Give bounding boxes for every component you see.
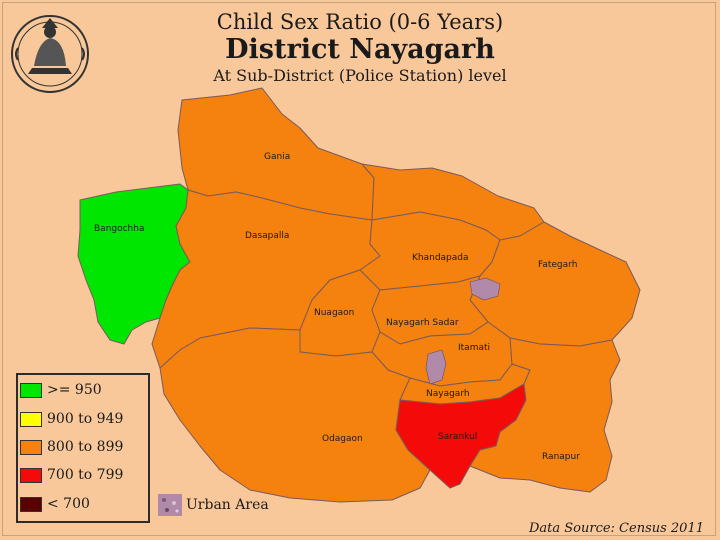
label-itamati: Itamati	[458, 343, 491, 353]
urban-area-swatch	[158, 494, 182, 516]
legend-item: 800 to 899	[20, 438, 123, 456]
map-subtitle: At Sub-District (Police Station) level	[213, 66, 507, 85]
label-ranapur: Ranapur	[542, 452, 580, 462]
legend-label: 900 to 949	[47, 411, 124, 427]
label-bangochha: Bangochha	[94, 224, 145, 234]
legend-item: < 700	[20, 495, 90, 513]
legend-item: >= 950	[20, 381, 102, 399]
legend-swatch-lt-700	[20, 496, 42, 512]
urban-area-nayagarh	[425, 349, 447, 385]
legend	[16, 373, 150, 523]
data-source: Data Source: Census 2011	[528, 521, 704, 536]
map-title: Child Sex Ratio (0-6 Years)	[216, 10, 504, 34]
label-nuagaon: Nuagaon	[314, 308, 355, 318]
legend-label: >= 950	[47, 382, 102, 398]
legend-label: 800 to 899	[47, 439, 124, 455]
title-block: Child Sex Ratio (0-6 Years) District Nay…	[0, 10, 720, 86]
label-nayagarh-sadar: Nayagarh Sadar	[386, 318, 459, 328]
state-emblem-icon	[11, 15, 89, 93]
legend-label: 700 to 799	[47, 467, 124, 483]
district-title: District Nayagarh	[225, 34, 495, 65]
label-fategarh: Fategarh	[538, 260, 578, 270]
urban-area-khandapada	[469, 277, 501, 301]
legend-swatch-ge-950	[20, 382, 42, 398]
label-odagaon: Odagaon	[322, 434, 363, 444]
label-nayagarh: Nayagarh	[426, 389, 470, 399]
legend-item: 900 to 949	[20, 410, 123, 428]
urban-area-legend: Urban Area	[158, 494, 269, 516]
label-khandapada: Khandapada	[412, 253, 469, 263]
region-ranapur	[469, 337, 621, 493]
label-dasapalla: Dasapalla	[245, 231, 290, 241]
legend-label: < 700	[47, 496, 90, 512]
legend-item: 700 to 799	[20, 466, 123, 484]
label-gania: Gania	[264, 152, 291, 162]
legend-swatch-900-949	[20, 411, 42, 427]
legend-swatch-700-799	[20, 467, 42, 483]
legend-swatch-800-899	[20, 439, 42, 455]
urban-area-label: Urban Area	[186, 497, 269, 513]
label-sarankul: Sarankul	[438, 432, 478, 442]
